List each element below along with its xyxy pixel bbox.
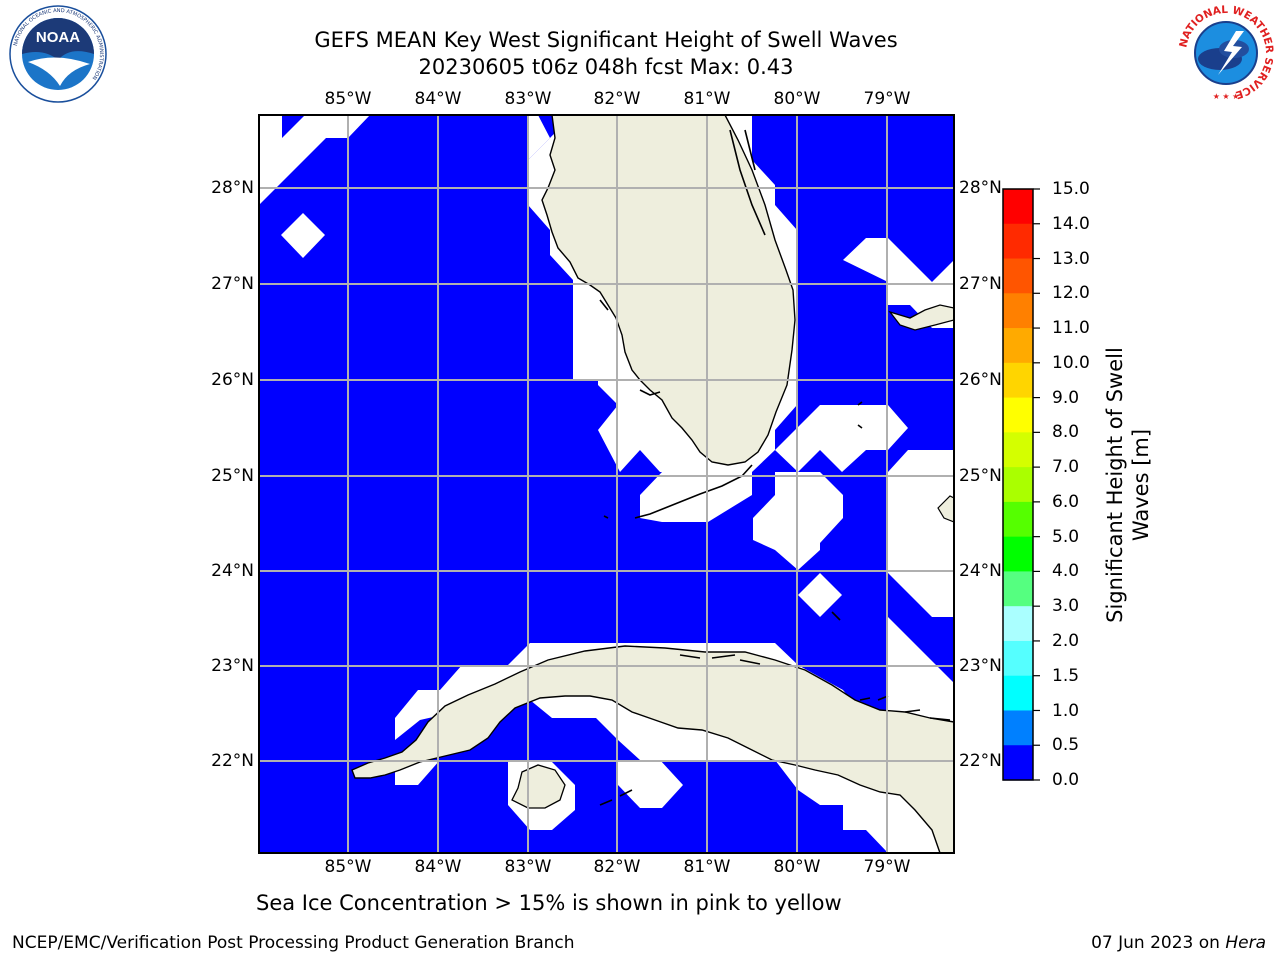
lat-label-left: 28°N <box>211 178 254 198</box>
colorbar-swatch <box>1003 501 1033 538</box>
colorbar-tick-label: 12.0 <box>1052 283 1090 304</box>
lat-label-left: 25°N <box>211 466 254 486</box>
colorbar-swatch <box>1003 397 1033 433</box>
colorbar-tick-label: 15.0 <box>1052 179 1090 199</box>
lon-label-bottom: 82°W <box>593 857 641 877</box>
colorbar-tick-label: 1.5 <box>1052 665 1080 686</box>
colorbar-tick-label: 2.0 <box>1052 630 1080 651</box>
colorbar-tick-label: 13.0 <box>1052 248 1090 269</box>
lon-label-top: 79°W <box>863 89 911 109</box>
colorbar-tick-label: 14.0 <box>1052 213 1090 234</box>
colorbar-tick-label: 0.5 <box>1052 735 1080 756</box>
chart-title: GEFS MEAN Key West Significant Height of… <box>314 28 898 52</box>
colorbar-swatch <box>1003 536 1033 573</box>
lat-label-left: 26°N <box>211 370 254 390</box>
lat-label-right: 22°N <box>959 751 1002 771</box>
colorbar-swatches <box>1003 189 1033 781</box>
lon-label-top: 82°W <box>593 89 641 109</box>
colorbar-frame <box>1002 188 1034 781</box>
colorbar-swatch <box>1003 571 1033 607</box>
lat-label-right: 27°N <box>959 274 1002 294</box>
colorbar-tick-label: 10.0 <box>1052 352 1090 373</box>
lon-label-bottom: 83°W <box>504 857 552 877</box>
florida-landmass <box>541 115 796 466</box>
bahamas-landmass <box>888 304 954 331</box>
colorbar-tick-label: 11.0 <box>1052 318 1090 339</box>
lat-label-right: 26°N <box>959 370 1002 390</box>
colorbar-tick-label: 1.0 <box>1052 700 1080 721</box>
lon-label-top: 80°W <box>773 89 821 109</box>
colorbar-tick-label: 0.0 <box>1052 770 1080 790</box>
colorbar-swatch <box>1003 467 1033 503</box>
colorbar-tick-label: 4.0 <box>1052 561 1080 582</box>
generation-date: 07 Jun 2023 on Hera <box>1091 932 1266 954</box>
lat-label-right: 28°N <box>959 178 1002 198</box>
colorbar-swatch <box>1003 223 1033 260</box>
lon-label-top: 85°W <box>324 89 372 109</box>
colorbar-swatch <box>1003 362 1033 399</box>
colorbar-tick-label: 9.0 <box>1052 387 1080 408</box>
sea-ice-footnote: Sea Ice Concentration > 15% is shown in … <box>256 891 842 915</box>
colorbar-swatch <box>1003 189 1033 225</box>
colorbar-swatch <box>1003 710 1033 746</box>
colorbar-swatch <box>1003 745 1033 781</box>
colorbar-swatch <box>1003 432 1033 468</box>
generation-system: Hera <box>1225 933 1266 953</box>
lat-label-left: 24°N <box>211 561 254 581</box>
chart-subtitle: 20230605 t06z 048h fcst Max: 0.43 <box>418 55 794 79</box>
colorbar-tick-label: 7.0 <box>1052 457 1080 478</box>
noaa-logo-text: NOAA <box>36 29 80 46</box>
lon-label-top: 84°W <box>414 89 462 109</box>
colorbar-title-text: Significant Height of Swell Waves [m] <box>1103 347 1153 623</box>
colorbar-swatch <box>1003 675 1033 712</box>
colorbar-tick-label: 3.0 <box>1052 596 1080 617</box>
colorbar-swatch <box>1003 328 1033 364</box>
colorbar-swatch <box>1003 293 1033 329</box>
producer-credit: NCEP/EMC/Verification Post Processing Pr… <box>12 933 575 953</box>
colorbar-swatch <box>1003 606 1033 642</box>
lat-label-left: 22°N <box>211 751 254 771</box>
noaa-logo: NOAA NATIONAL OCEANIC AND ATMOSPHERIC AD… <box>8 4 108 108</box>
colorbar-ticks <box>1033 188 1040 781</box>
map-frame <box>258 114 955 854</box>
lat-label-right: 23°N <box>959 656 1002 676</box>
colorbar-swatch <box>1003 640 1033 677</box>
lat-label-left: 27°N <box>211 274 254 294</box>
svg-text:★ ★ ★: ★ ★ ★ <box>1213 92 1240 101</box>
lon-label-bottom: 85°W <box>324 857 372 877</box>
lat-label-right: 25°N <box>959 466 1002 486</box>
colorbar-tick-label: 8.0 <box>1052 422 1080 443</box>
lon-label-bottom: 81°W <box>683 857 731 877</box>
lon-label-bottom: 80°W <box>773 857 821 877</box>
nws-logo: NATIONAL WEATHER SERVICE ★ ★ ★ <box>1176 3 1276 107</box>
generation-date-text: 07 Jun 2023 on <box>1091 933 1226 953</box>
lon-label-bottom: 79°W <box>863 857 911 877</box>
lon-label-top: 83°W <box>504 89 552 109</box>
gridlines <box>259 115 954 853</box>
colorbar-tick-label: 5.0 <box>1052 526 1080 547</box>
lat-label-right: 24°N <box>959 561 1002 581</box>
lon-label-bottom: 84°W <box>414 857 462 877</box>
isle-of-youth <box>511 764 566 809</box>
colorbar-tick-label: 6.0 <box>1052 491 1080 512</box>
lon-label-top: 81°W <box>683 89 731 109</box>
cuba-landmass <box>351 645 954 853</box>
colorbar-swatch <box>1003 258 1033 294</box>
lat-label-left: 23°N <box>211 656 254 676</box>
